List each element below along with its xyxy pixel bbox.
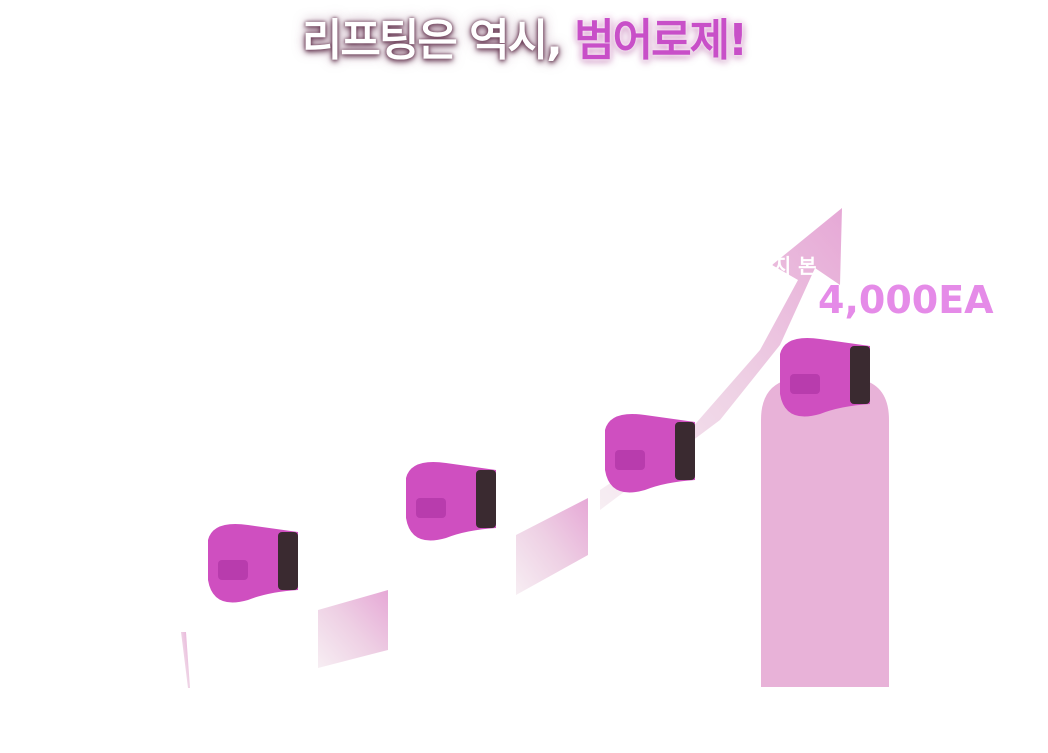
callout-line1: 써마지 본 [736, 254, 817, 278]
callout-value: 4,000EA [818, 278, 994, 322]
usage-bar [761, 378, 889, 687]
headline-main: 리프팅은 역시, [301, 15, 563, 66]
device-icons [208, 338, 870, 603]
callout-line2: 팁 사용량 [690, 296, 771, 320]
headline-highlight: 범어로제! [574, 15, 748, 66]
growth-arrow [181, 208, 842, 688]
faded-label: 00EA [690, 375, 727, 391]
headline: 리프팅은 역시, 범어로제! [0, 4, 1048, 68]
